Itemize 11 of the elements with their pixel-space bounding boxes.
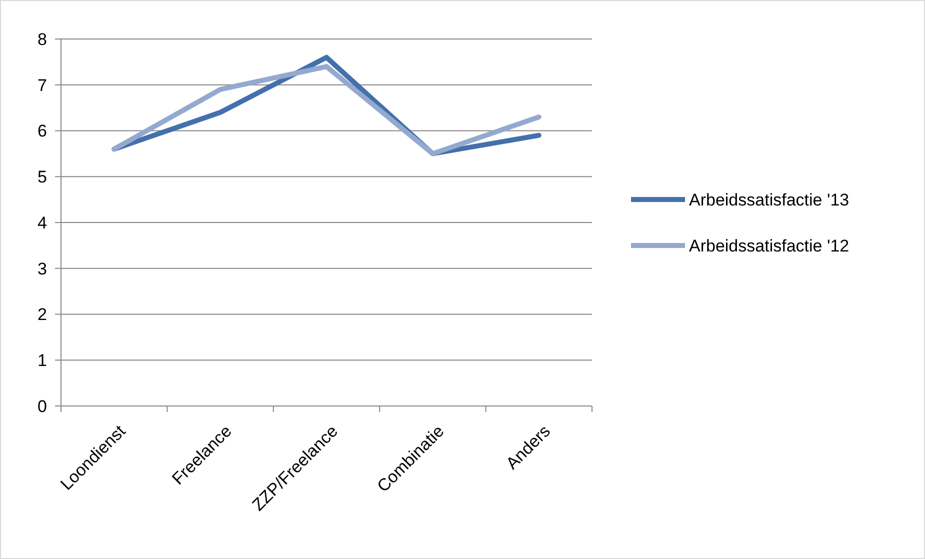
legend-label: Arbeidssatisfactie '13 — [689, 190, 850, 210]
y-tick-label: 4 — [38, 213, 47, 232]
y-tick-label: 7 — [38, 76, 47, 95]
y-tick-label: 3 — [38, 259, 47, 278]
y-tick-label: 0 — [38, 396, 47, 416]
y-tick-label: 2 — [38, 305, 47, 324]
legend-label: Arbeidssatisfactie '12 — [689, 236, 850, 256]
y-tick-label: 5 — [38, 168, 47, 187]
y-tick-label: 6 — [38, 122, 47, 141]
y-tick-label: 8 — [38, 30, 47, 49]
y-tick-label: 1 — [38, 351, 47, 370]
